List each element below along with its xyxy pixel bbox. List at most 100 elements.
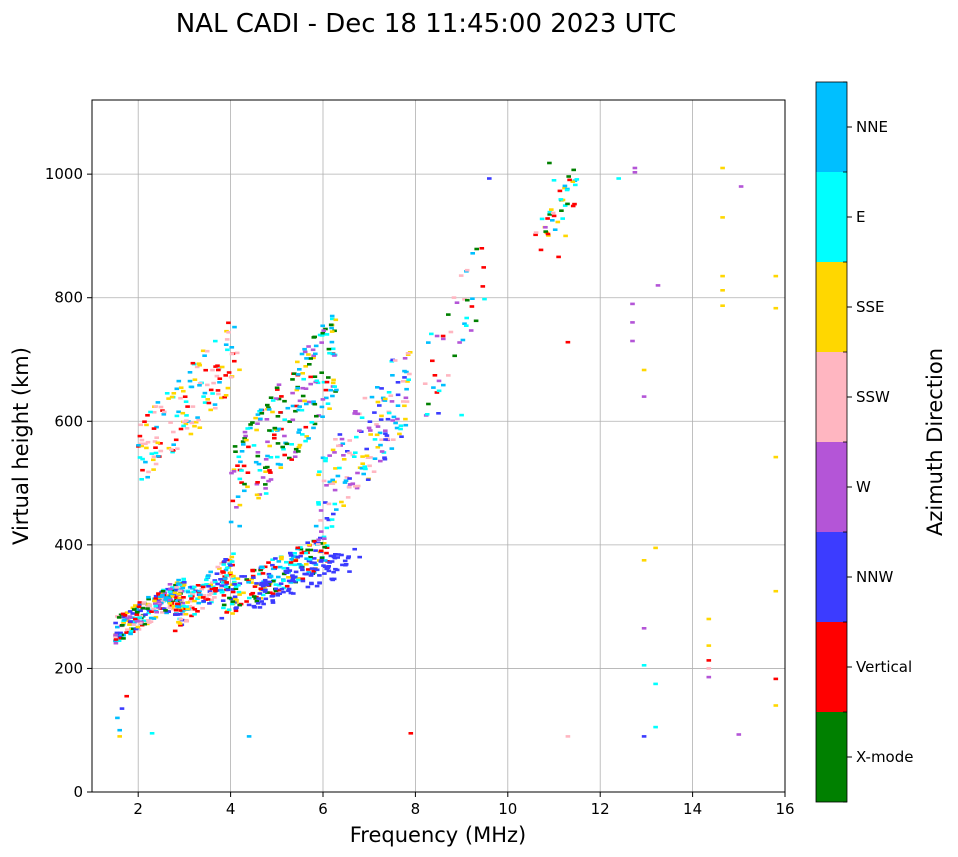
echo-point	[292, 372, 297, 375]
echo-point	[300, 433, 305, 436]
echo-point	[158, 442, 163, 445]
echo-point	[393, 421, 398, 425]
echo-point	[295, 546, 301, 550]
echo-point	[247, 596, 252, 600]
echo-point	[326, 376, 331, 379]
echo-point	[286, 589, 291, 593]
echo-point	[197, 382, 203, 385]
echo-point	[630, 321, 635, 324]
echo-point	[177, 609, 183, 612]
echo-point	[367, 420, 373, 423]
echo-point	[122, 618, 127, 622]
echo-point	[330, 352, 336, 356]
echo-point	[185, 405, 190, 408]
echo-point	[328, 388, 333, 392]
grid-lines	[92, 100, 786, 793]
echo-point	[313, 524, 319, 528]
echo-point	[204, 583, 209, 586]
echo-point	[374, 423, 379, 426]
echo-point	[330, 317, 335, 321]
echo-point	[223, 374, 228, 377]
echo-point	[231, 552, 236, 555]
echo-point	[311, 426, 316, 430]
echo-point	[773, 455, 779, 459]
echo-point	[278, 463, 283, 466]
echo-point	[146, 470, 151, 474]
echo-point	[197, 589, 202, 593]
echo-point	[263, 588, 268, 592]
echo-point	[555, 220, 561, 224]
echo-point	[371, 470, 377, 473]
echo-point	[223, 568, 229, 572]
echo-point	[229, 602, 235, 606]
echo-point	[362, 465, 367, 468]
echo-point	[305, 541, 310, 544]
echo-point	[268, 396, 274, 399]
echo-point	[317, 574, 322, 577]
echo-point	[290, 404, 296, 408]
echo-point	[325, 566, 331, 570]
echo-point	[218, 586, 224, 590]
echo-point	[407, 372, 412, 376]
echo-point	[138, 621, 143, 625]
echo-point	[218, 572, 223, 575]
echo-point	[156, 592, 161, 595]
echo-point	[388, 394, 394, 397]
echo-point	[405, 352, 411, 355]
echo-point	[205, 598, 211, 601]
echo-point	[223, 343, 229, 346]
echo-point	[279, 427, 284, 431]
echo-point	[223, 394, 229, 397]
echo-point	[308, 375, 313, 379]
echo-point	[115, 625, 120, 629]
echo-point	[219, 616, 225, 620]
echo-point	[146, 611, 151, 615]
echo-point	[282, 399, 287, 403]
echo-point	[318, 519, 323, 522]
echo-point	[325, 402, 331, 405]
echo-point	[176, 578, 181, 582]
echo-point	[560, 217, 565, 220]
echo-point	[276, 560, 282, 563]
echo-point	[256, 597, 261, 600]
echo-point	[566, 175, 571, 178]
echo-point	[202, 354, 207, 357]
echo-point	[261, 582, 266, 586]
echo-point	[345, 450, 350, 453]
echo-point	[562, 186, 567, 190]
echo-point	[219, 584, 225, 587]
echo-point	[630, 302, 635, 306]
echo-point	[253, 597, 258, 600]
echo-point	[330, 347, 336, 351]
echo-point	[188, 594, 193, 598]
echo-point	[547, 161, 552, 165]
echo-point	[230, 612, 235, 615]
echo-point	[300, 372, 305, 375]
echo-point	[231, 468, 237, 471]
echo-point	[312, 422, 318, 426]
echo-point	[242, 489, 247, 493]
echo-point	[229, 555, 235, 559]
echo-point	[121, 621, 126, 624]
echo-point	[323, 501, 328, 504]
colorbar-label: NNW	[856, 568, 893, 586]
echo-point	[452, 354, 457, 358]
echo-point	[251, 444, 257, 447]
echo-point	[316, 501, 321, 504]
echo-point	[274, 386, 280, 390]
echo-point	[208, 388, 214, 392]
echo-point	[259, 565, 264, 569]
echo-point	[328, 323, 334, 327]
echo-point	[773, 589, 779, 593]
echo-point	[210, 585, 216, 589]
echo-point	[345, 556, 351, 560]
echo-point	[296, 450, 301, 453]
echo-point	[329, 518, 335, 521]
echo-point	[157, 597, 163, 600]
echo-point	[330, 478, 335, 482]
echo-point	[272, 436, 277, 440]
echo-point	[257, 469, 263, 472]
echo-point	[254, 428, 259, 432]
echo-point	[446, 374, 451, 377]
echo-point	[297, 428, 302, 432]
